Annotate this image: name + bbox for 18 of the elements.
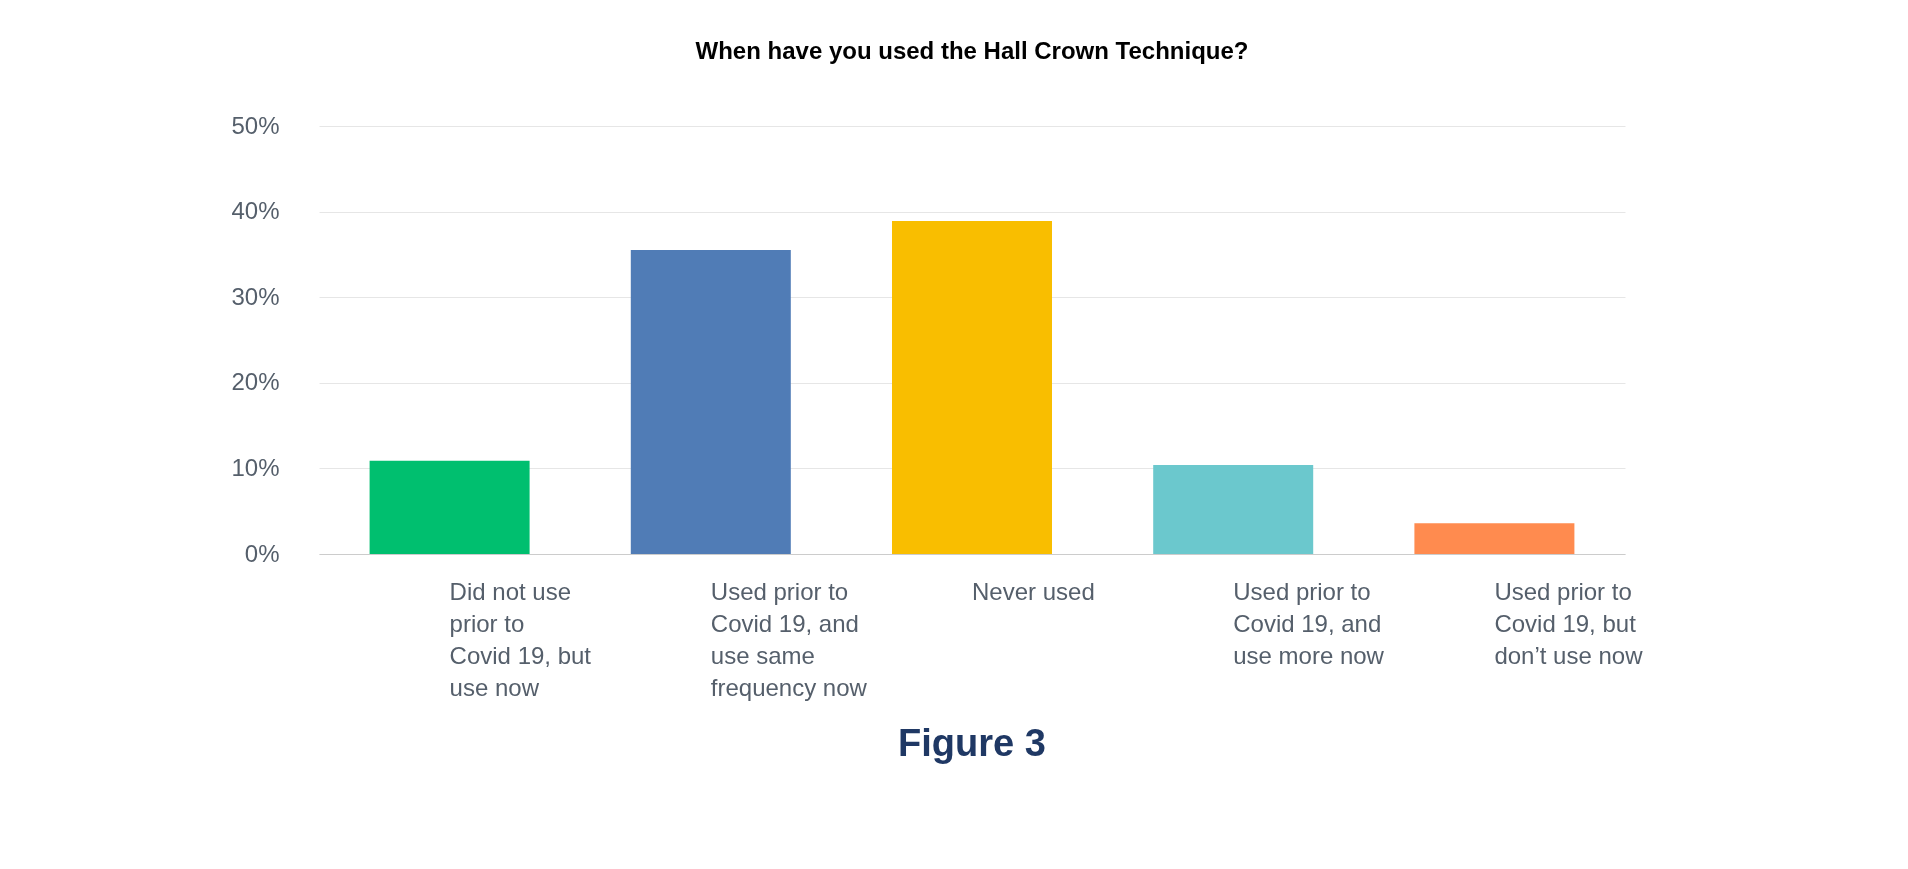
y-tick-label: 50% bbox=[231, 111, 280, 139]
y-tick-label: 10% bbox=[231, 453, 280, 481]
bar bbox=[1153, 464, 1314, 554]
bar bbox=[892, 221, 1052, 554]
bar bbox=[630, 250, 791, 554]
x-tick-label: Did not use prior to Covid 19, but use now bbox=[449, 577, 592, 701]
y-tick-label: 0% bbox=[244, 539, 280, 567]
x-tick-label: Used prior to Covid 19, but don’t use now bbox=[1494, 577, 1644, 669]
x-tick-label: Used prior to Covid 19, and use more now bbox=[1233, 577, 1385, 669]
chart-title: When have you used the Hall Crown Technique? bbox=[695, 37, 1249, 64]
x-tick-label: Used prior to Covid 19, and use same frequency now bbox=[710, 577, 868, 701]
y-tick-label: 30% bbox=[231, 282, 280, 310]
caption: Figure 3 bbox=[898, 722, 1046, 764]
y-tick-label: 20% bbox=[231, 368, 280, 396]
bar bbox=[369, 460, 530, 554]
bar bbox=[1414, 523, 1575, 554]
x-tick-label: Never used bbox=[972, 577, 1095, 605]
y-tick-label: 40% bbox=[231, 197, 280, 225]
